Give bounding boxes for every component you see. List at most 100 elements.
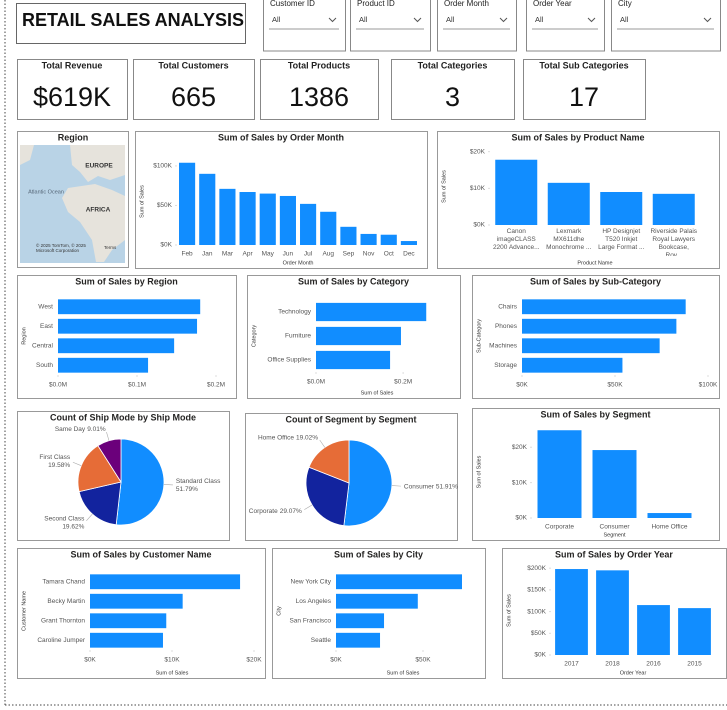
pie-slice xyxy=(78,481,122,526)
data-label: 29.07% xyxy=(280,508,302,515)
x-tick-label-box: Riverside Palais Royal Lawyers Bookcase,… xyxy=(650,228,698,256)
x-tick-label-box: Lexmark MX611dhe Monochrome ... xyxy=(546,228,592,251)
x-tick-label: $0K xyxy=(84,657,96,664)
bar xyxy=(522,338,660,354)
bar xyxy=(239,192,256,245)
kpi-label: Total Products xyxy=(288,60,350,70)
data-label-name: Second Class xyxy=(44,516,85,523)
slicer-value: All xyxy=(272,15,281,24)
y-tick-label: $0K xyxy=(534,652,546,659)
map-label: AFRICA xyxy=(86,207,111,214)
kpi-label: Total Categories xyxy=(418,60,488,70)
bar xyxy=(90,574,241,590)
y-tick-label: $50K xyxy=(157,202,173,209)
kpi-label: Total Revenue xyxy=(42,60,103,70)
x-tick-label: Riverside Palais Royal Lawyers Bookcase,… xyxy=(650,228,698,256)
slicer-dropdown[interactable]: All xyxy=(443,15,510,30)
slicer-value: All xyxy=(359,15,368,24)
x-tick-label: $20K xyxy=(246,657,262,664)
bar xyxy=(58,318,198,334)
x-axis-title: Segment xyxy=(603,532,625,538)
y-axis-title: Region xyxy=(21,327,27,344)
x-axis-title: Sum of Sales xyxy=(387,670,420,676)
slicer-label: Order Month xyxy=(444,0,489,8)
kpi-label: Total Customers xyxy=(158,60,228,70)
data-label: 19.62% xyxy=(62,524,84,531)
bar xyxy=(592,450,637,518)
slicer-dropdown[interactable]: All xyxy=(269,15,339,30)
slicer xyxy=(350,0,431,52)
x-tick-label-box: HP Designjet T520 Inkjet Large Format ..… xyxy=(598,228,644,251)
y-tick-label: $0K xyxy=(473,222,485,229)
kpi-label: Total Sub Categories xyxy=(539,60,628,70)
y-tick-label: South xyxy=(36,362,53,369)
x-tick-label: Canon imageCLASS 2200 Advance... xyxy=(492,228,540,251)
slicer-dropdown[interactable]: All xyxy=(532,15,598,30)
slicer-dropdown[interactable]: All xyxy=(617,15,714,30)
x-tick-label: $100K xyxy=(699,382,718,389)
map-label: EUROPE xyxy=(85,163,113,170)
slicer-label: Order Year xyxy=(533,0,572,8)
y-tick-label: Grant Thornton xyxy=(41,617,85,624)
y-tick-label: Office Supplies xyxy=(267,357,311,364)
y-tick-label: $10K xyxy=(512,479,528,486)
kpi-card xyxy=(391,59,515,120)
x-tick-label: Lexmark MX611dhe Monochrome ... xyxy=(546,228,592,251)
y-tick-label: Phones xyxy=(495,323,518,330)
x-tick-label: $0.2M xyxy=(394,379,412,386)
slicer xyxy=(437,0,517,52)
data-label: 19.58% xyxy=(48,462,70,469)
x-axis-title: Order Month xyxy=(283,260,314,266)
chart-title: Sum of Sales by Order Month xyxy=(218,132,344,142)
slicer-dropdown[interactable]: All xyxy=(356,15,424,30)
x-tick-label: $0.0M xyxy=(49,382,67,389)
y-tick-label: $50K xyxy=(531,630,547,637)
x-tick-label: Dec xyxy=(403,251,415,258)
bar xyxy=(678,608,711,655)
chart-title: Sum of Sales by Sub-Category xyxy=(530,276,661,286)
x-tick-label: Home Office xyxy=(651,524,687,531)
x-axis-title: Sum of Sales xyxy=(361,390,394,396)
map-land xyxy=(62,184,125,262)
chevron xyxy=(587,17,596,23)
bar xyxy=(179,162,196,245)
x-tick-label: Aug xyxy=(322,251,334,258)
bar xyxy=(340,226,357,245)
y-axis-title: Sum of Sales xyxy=(506,594,512,627)
bar xyxy=(219,188,236,245)
bar xyxy=(547,182,590,225)
bar xyxy=(320,211,337,245)
chart-title: Sum of Sales by Order Year xyxy=(555,549,673,559)
bar xyxy=(380,234,397,245)
bar xyxy=(522,318,677,334)
x-axis-title: Order Year xyxy=(620,670,647,676)
chart-title: Sum of Sales by Segment xyxy=(540,409,650,419)
bar xyxy=(316,302,427,322)
map-terms[interactable]: Terms xyxy=(104,245,117,250)
bar xyxy=(637,605,670,655)
bar xyxy=(522,357,623,373)
pie-slice xyxy=(308,439,350,484)
x-tick-label: Corporate xyxy=(545,524,574,531)
x-tick-label: 2018 xyxy=(605,661,620,668)
chart-title: Sum of Sales by Customer Name xyxy=(70,549,211,559)
x-tick-label: $0.0M xyxy=(307,379,325,386)
bar xyxy=(58,299,201,315)
y-tick-label: Caroline Jumper xyxy=(37,637,86,644)
y-axis-title: Category xyxy=(251,325,257,348)
map-title: Region xyxy=(58,132,89,142)
bar xyxy=(58,357,149,373)
y-tick-label: Seattle xyxy=(311,637,332,644)
leader-line xyxy=(391,485,401,487)
leader-line xyxy=(319,439,326,448)
chart-title: Count of Ship Mode by Ship Mode xyxy=(50,412,196,422)
bar xyxy=(360,233,377,245)
data-label-name: Corporate xyxy=(249,508,278,515)
y-axis-title: Sum of Sales xyxy=(139,185,145,218)
slicer xyxy=(263,0,346,52)
panel xyxy=(472,275,720,399)
bar xyxy=(259,193,276,245)
map-land xyxy=(70,145,125,182)
bar xyxy=(336,574,462,590)
